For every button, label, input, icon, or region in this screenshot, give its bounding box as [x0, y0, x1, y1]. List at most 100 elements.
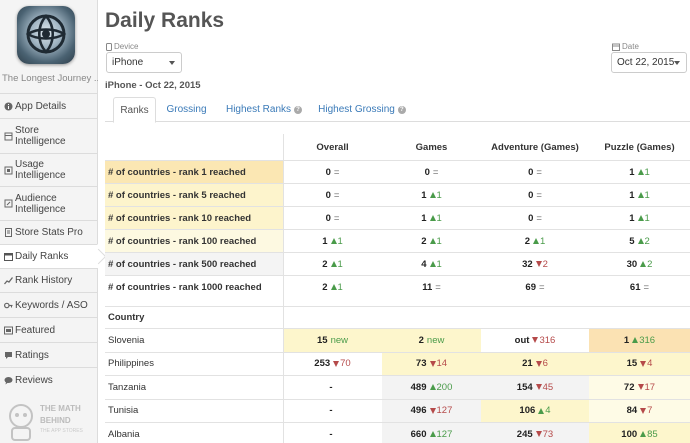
help-icon[interactable]: ?	[397, 105, 406, 114]
chevron-down-icon	[169, 61, 175, 65]
rank-value: 0	[528, 212, 534, 224]
rank-change: 45	[542, 381, 554, 393]
rank-value: 0	[325, 166, 331, 178]
sidebar-item-app-details[interactable]: App Details	[0, 93, 98, 118]
row-label: # of countries - rank 10 reached	[105, 207, 283, 229]
rank-change: 85	[647, 428, 658, 440]
phone-icon	[106, 42, 112, 51]
rank-change: 1	[644, 166, 650, 178]
device-label: Device	[106, 42, 138, 51]
rank-value: 72	[623, 381, 635, 393]
calendar-small-icon	[612, 43, 620, 51]
device-label-text: Device	[114, 42, 139, 51]
sidebar-item-keywords-aso[interactable]: Keywords / ASO	[0, 292, 98, 317]
rank-value: -	[329, 381, 333, 393]
rank-value: 106	[519, 405, 536, 417]
help-icon[interactable]: ?	[294, 105, 303, 114]
rank-change: 1	[337, 258, 343, 270]
arrow-up-icon	[429, 431, 436, 438]
arrow-down-icon	[535, 360, 542, 367]
arrow-up-icon	[637, 215, 644, 221]
sidebar-item-store-stats-pro[interactable]: Store Stats Pro	[0, 220, 98, 244]
arrow-down-icon	[637, 384, 644, 391]
sidebar-item-featured[interactable]: Featured	[0, 317, 98, 342]
tab-highest-grossing[interactable]: Highest Grossing?	[315, 97, 409, 122]
rank-value: 1	[623, 334, 630, 346]
rank-cell: 154 45	[481, 376, 589, 399]
row-label: # of countries - rank 5 reached	[105, 184, 283, 206]
sidebar-item-reviews[interactable]: Reviews	[0, 367, 98, 392]
rank-cell: 0 =	[382, 161, 481, 183]
rank-change: new	[426, 334, 445, 346]
rank-value: 1	[629, 212, 635, 224]
sidebar-item-audience-intelligence[interactable]: Audience Intelligence	[0, 186, 98, 220]
tab-ranks-label: Ranks	[120, 104, 149, 116]
rank-value: 15	[626, 358, 638, 370]
country-name: Albania	[108, 428, 140, 440]
date-select-value: Oct 22, 2015	[617, 57, 675, 68]
table-row[interactable]: Tanzania - 489 200 154 45 72 17	[105, 375, 690, 399]
rank-change: 1	[644, 212, 650, 224]
tab-ranks[interactable]: Ranks	[113, 97, 156, 123]
sidebar-item-label: Store Stats Pro	[15, 227, 83, 238]
arrow-up-icon	[429, 192, 436, 198]
rank-tabs: Ranks Grossing Highest Ranks? Highest Gr…	[105, 97, 690, 123]
rank-value: 154	[516, 381, 533, 393]
rank-change: 1	[337, 281, 343, 293]
rank-cell: 15 new	[283, 329, 382, 352]
rank-change: 1	[436, 212, 442, 224]
rank-value: 73	[415, 358, 427, 370]
rank-change: =	[536, 212, 542, 224]
rank-value: 1	[421, 189, 427, 201]
chart-icon	[3, 276, 13, 286]
sidebar-item-rank-history[interactable]: Rank History	[0, 268, 98, 292]
logo-character-icon	[9, 404, 33, 441]
sidebar-item-label: Rank History	[15, 275, 73, 286]
country-column-header: Country	[108, 312, 145, 323]
arrow-up-icon	[637, 238, 644, 244]
sidebar-item-label: Audience Intelligence	[15, 192, 66, 215]
table-row: # of countries - rank 10 reached 0 = 1 1 0 = 1 1	[105, 206, 690, 229]
rank-change: =	[536, 166, 542, 178]
rank-change: 1	[644, 189, 650, 201]
rank-change: 17	[644, 381, 656, 393]
sidebar-item-daily-ranks[interactable]: Daily Ranks	[0, 244, 98, 268]
rank-change: =	[536, 189, 542, 201]
tab-highest-ranks-label: Highest Ranks	[225, 104, 292, 115]
sidebar-item-label: Store Intelligence	[15, 125, 66, 147]
table-row[interactable]: Tunisia - 496 127 106 4 84 7	[105, 398, 690, 422]
rank-value: 2	[418, 334, 424, 346]
tab-grossing[interactable]: Grossing	[160, 97, 213, 122]
rank-cell: 2 new	[382, 329, 481, 352]
table-row[interactable]: Albania - 660 127 245 73 100 85	[105, 422, 690, 443]
rank-change: 6	[542, 358, 548, 370]
rank-cell: 253 70	[283, 352, 382, 375]
date-select[interactable]: Oct 22, 2015	[611, 52, 687, 73]
logo-text-2: BEHIND	[40, 416, 71, 425]
rank-value: out	[514, 334, 530, 346]
rank-change: 1	[436, 258, 442, 270]
ratings-icon	[3, 350, 13, 360]
rank-value: 2	[322, 258, 328, 270]
arrow-up-icon	[330, 284, 337, 290]
sidebar-item-ratings[interactable]: Ratings	[0, 342, 98, 367]
sidebar-item-store-intelligence[interactable]: Store Intelligence	[0, 118, 98, 153]
rank-change: 2	[644, 235, 650, 247]
rank-change: 316	[539, 334, 556, 346]
sidebar-item-usage-intelligence[interactable]: Usage Intelligence	[0, 153, 98, 186]
rank-cell: 15 4	[589, 352, 690, 375]
table-header-row: Overall Games Adventure (Games) Puzzle (Gam…	[105, 134, 690, 160]
sidebar: The Longest Journey ... App Details Store…	[0, 0, 98, 443]
table-row[interactable]: Philippines 253 70 73 14 21 6 15 4	[105, 351, 690, 375]
arrow-up-icon	[429, 238, 436, 244]
device-select[interactable]: iPhone	[106, 52, 182, 73]
rank-value: 2	[421, 235, 427, 247]
table-row[interactable]: Slovenia 15 new 2 new out 316 1 316	[105, 328, 690, 352]
app-icon[interactable]	[17, 6, 75, 64]
tab-highest-ranks[interactable]: Highest Ranks?	[220, 97, 308, 122]
rank-value: 30	[626, 258, 638, 270]
rank-change: 4	[545, 405, 551, 417]
country-name: Philippines	[108, 358, 154, 370]
